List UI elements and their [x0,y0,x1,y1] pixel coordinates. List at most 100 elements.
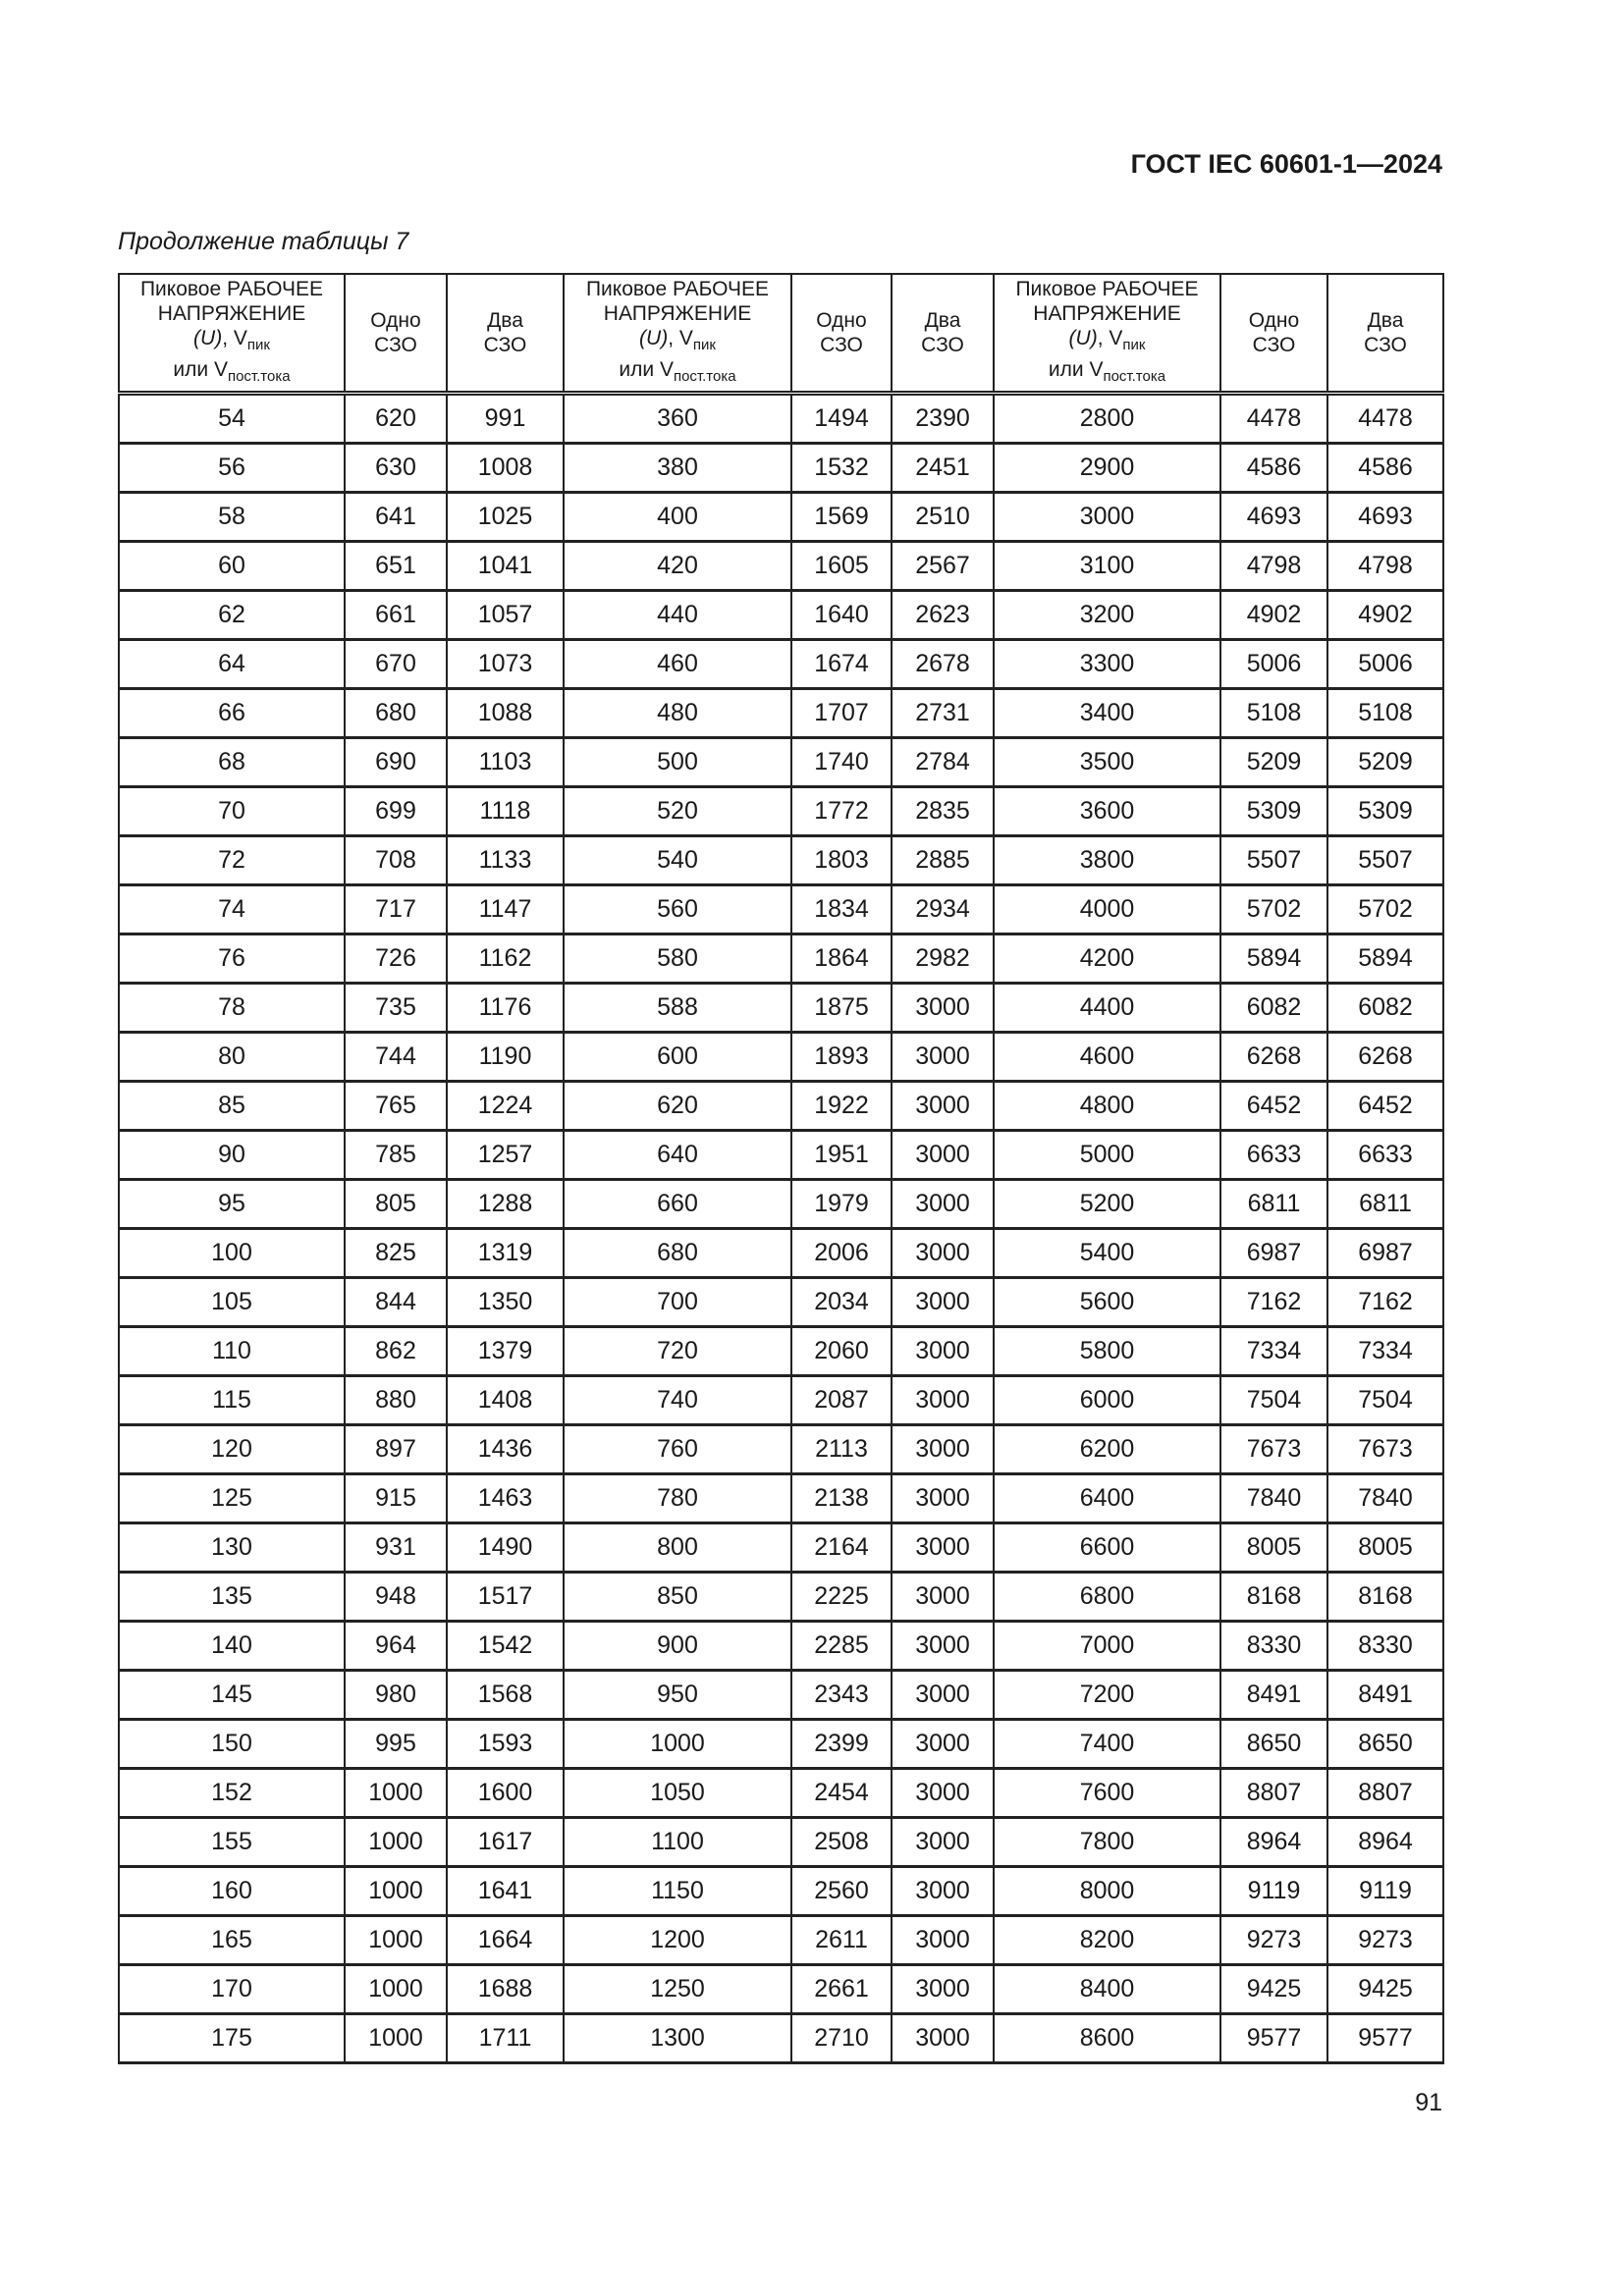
table-cell: 800 [563,1522,792,1574]
table-cell: 2623 [891,589,995,641]
header-peak-voltage: Пиковое РАБОЧЕЕ НАПРЯЖЕНИЕ (U), Vпик или… [563,273,792,396]
table-caption: Продолжение таблицы 7 [118,228,409,255]
table-cell: 7400 [993,1718,1221,1770]
table-row: 150 995 1593 1000 2399 3000 7400 8650 8650 [118,1718,1444,1770]
table-cell: 6811 [1326,1178,1444,1230]
table-cell: 785 [344,1129,448,1181]
table-cell: 980 [344,1669,448,1721]
header-text: Одно [816,309,867,332]
table-cell: 760 [563,1423,792,1475]
table-cell: 6600 [993,1522,1221,1574]
table-cell: 708 [344,834,448,886]
table-cell: 7000 [993,1620,1221,1672]
header-text: Два [924,309,961,332]
table-cell: 1224 [446,1080,565,1132]
table-cell: 1000 [344,1865,448,1917]
header-text: (U) [1068,326,1098,349]
table-cell: 4798 [1326,540,1444,592]
table-cell: 8005 [1219,1522,1328,1574]
table-cell: 660 [563,1178,792,1230]
table-cell: 7334 [1219,1325,1328,1377]
table-cell: 74 [118,883,346,935]
table-cell: 100 [118,1227,346,1279]
table-cell: 995 [344,1718,448,1770]
table-cell: 170 [118,1963,346,2015]
table-cell: 7162 [1326,1276,1444,1328]
table-cell: 2225 [790,1571,893,1623]
table-cell: 6082 [1219,982,1328,1034]
table-cell: 1532 [790,442,893,494]
table-row: 120 897 1436 760 2113 3000 6200 7673 7673 [118,1423,1444,1475]
header-text: или V [619,358,674,381]
header-text: Пиковое РАБОЧЕЕ [139,277,324,300]
table-cell: 6633 [1326,1129,1444,1181]
table-cell: 1641 [446,1865,565,1917]
table-cell: 160 [118,1865,346,1917]
table-cell: 950 [563,1669,792,1721]
table-cell: 2390 [891,392,995,445]
table-cell: 85 [118,1080,346,1132]
table-cell: 4693 [1219,491,1328,543]
table-cell: 1951 [790,1129,893,1181]
table-cell: 640 [563,1129,792,1181]
table-row: 170 1000 1688 1250 2661 3000 8400 9425 9425 [118,1963,1444,2015]
table-row: 130 931 1490 800 2164 3000 6600 8005 8005 [118,1522,1444,1574]
table-cell: 3100 [993,540,1221,592]
table-cell: 3000 [891,1423,995,1475]
table-cell: 1025 [446,491,565,543]
table-cell: 3000 [891,1816,995,1868]
table-cell: 1200 [563,1914,792,1966]
table-cell: 805 [344,1178,448,1230]
table-cell: 1494 [790,392,893,445]
table-row: 78 735 1176 588 1875 3000 4400 6082 6082 [118,982,1444,1034]
table-cell: 1922 [790,1080,893,1132]
table-cell: 8491 [1219,1669,1328,1721]
table-cell: 4000 [993,883,1221,935]
table-cell: 1740 [790,736,893,788]
table-cell: 2113 [790,1423,893,1475]
table-cell: 690 [344,736,448,788]
table-cell: 4200 [993,933,1221,985]
table-cell: 6811 [1219,1178,1328,1230]
table-cell: 60 [118,540,346,592]
table-cell: 80 [118,1031,346,1083]
table-cell: 66 [118,687,346,739]
table-cell: 661 [344,589,448,641]
table-cell: 8000 [993,1865,1221,1917]
table-cell: 5209 [1219,736,1328,788]
table-cell: 420 [563,540,792,592]
table-cell: 4586 [1326,442,1444,494]
table-cell: 3000 [891,1129,995,1181]
table-cell: 9273 [1219,1914,1328,1966]
header-two-mop: Два СЗО [446,273,565,396]
table-cell: 500 [563,736,792,788]
table-cell: 1133 [446,834,565,886]
table-cell: 9273 [1326,1914,1444,1966]
header-text: НАПРЯЖЕНИЕ [1033,301,1181,325]
table-cell: 5894 [1219,933,1328,985]
header-subscript: пост.тока [673,368,736,386]
header-text: Пиковое РАБОЧЕЕ [585,277,770,300]
table-cell: 560 [563,883,792,935]
table-cell: 1257 [446,1129,565,1181]
table-cell: 7504 [1326,1374,1444,1426]
table-cell: 95 [118,1178,346,1230]
table-cell: 2508 [790,1816,893,1868]
table-cell: 1057 [446,589,565,641]
table-cell: 1000 [344,1767,448,1819]
table-cell: 8200 [993,1914,1221,1966]
table-cell: 1041 [446,540,565,592]
table-cell: 4693 [1326,491,1444,543]
table-cell: 1088 [446,687,565,739]
table-cell: 460 [563,638,792,690]
table-cell: 1711 [446,2012,565,2064]
table-row: 66 680 1088 480 1707 2731 3400 5108 5108 [118,687,1444,739]
table-cell: 7800 [993,1816,1221,1868]
table-cell: 641 [344,491,448,543]
table-cell: 5108 [1326,687,1444,739]
table-row: 135 948 1517 850 2225 3000 6800 8168 8168 [118,1571,1444,1623]
table-row: 56 630 1008 380 1532 2451 2900 4586 4586 [118,442,1444,494]
table-row: 70 699 1118 520 1772 2835 3600 5309 5309 [118,785,1444,837]
table-cell: 948 [344,1571,448,1623]
table-cell: 5507 [1326,834,1444,886]
